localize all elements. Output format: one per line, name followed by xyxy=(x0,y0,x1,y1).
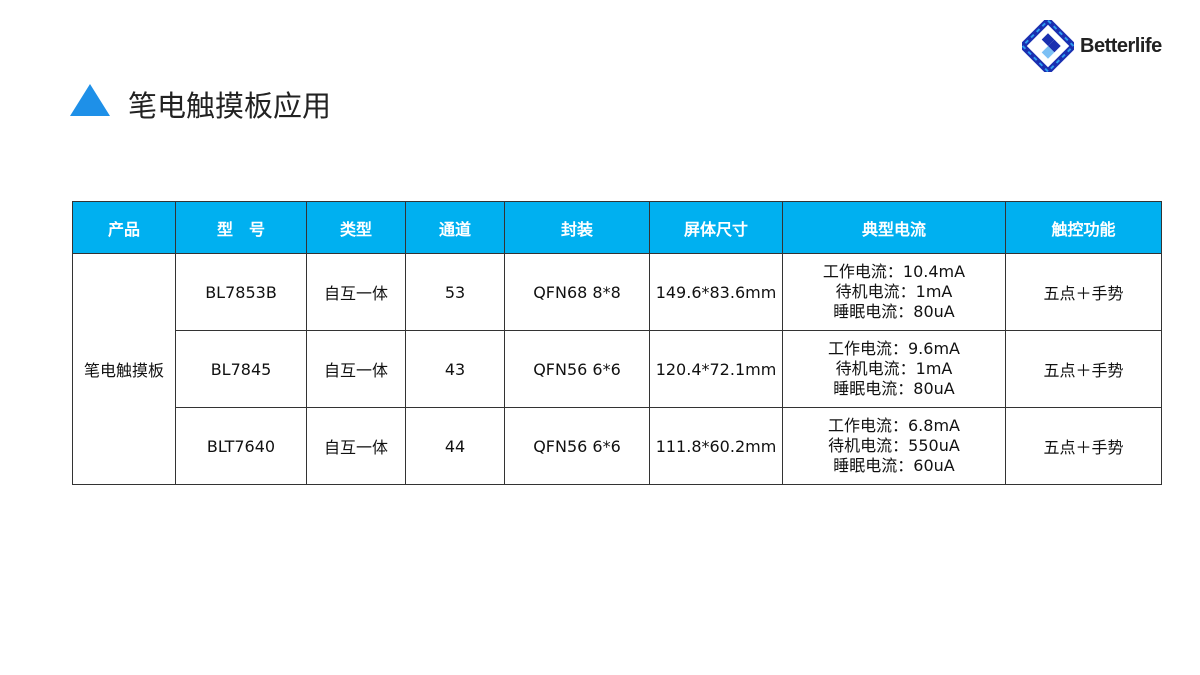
header-package: 封装 xyxy=(504,201,650,254)
page-title: 笔电触摸板应用 xyxy=(128,89,332,123)
sleep-current: 睡眠电流：60uA xyxy=(833,456,955,475)
product-cell: 笔电触摸板 xyxy=(72,253,176,485)
current-cell: 工作电流：9.6mA 待机电流：1mA 睡眠电流：80uA xyxy=(782,330,1006,408)
type-cell: 自互一体 xyxy=(306,253,406,331)
header-product: 产品 xyxy=(72,201,176,254)
size-cell: 111.8*60.2mm xyxy=(649,407,783,485)
current-cell: 工作电流：6.8mA 待机电流：550uA 睡眠电流：60uA xyxy=(782,407,1006,485)
channels-cell: 53 xyxy=(405,253,505,331)
logo-text: Betterlife xyxy=(1080,34,1162,57)
table-row: BLT7640 自互一体 44 QFN56 6*6 111.8*60.2mm 工… xyxy=(73,407,1162,485)
table-row: 笔电触摸板 BL7853B 自互一体 53 QFN68 8*8 149.6*83… xyxy=(72,253,1162,485)
header-type: 类型 xyxy=(306,201,406,254)
package-cell: QFN56 6*6 xyxy=(504,407,650,485)
sleep-current: 睡眠电流：80uA xyxy=(833,302,955,321)
model-cell: BLT7640 xyxy=(175,407,307,485)
product-table: 产品 型 号 类型 通道 封装 屏体尺寸 典型电流 触控功能 笔电触摸板 BL7… xyxy=(72,201,1162,485)
size-cell: 120.4*72.1mm xyxy=(649,330,783,408)
header-current: 典型电流 xyxy=(782,201,1006,254)
model-cell: BL7845 xyxy=(175,330,307,408)
header-channels: 通道 xyxy=(405,201,505,254)
type-cell: 自互一体 xyxy=(306,330,406,408)
working-current: 工作电流：6.8mA xyxy=(828,416,960,435)
function-cell: 五点＋手势 xyxy=(1005,330,1162,408)
type-cell: 自互一体 xyxy=(306,407,406,485)
function-cell: 五点＋手势 xyxy=(1005,253,1162,331)
package-cell: QFN68 8*8 xyxy=(504,253,650,331)
header-function: 触控功能 xyxy=(1005,201,1162,254)
working-current: 工作电流：10.4mA xyxy=(822,262,966,281)
function-cell: 五点＋手势 xyxy=(1005,407,1162,485)
channels-cell: 44 xyxy=(405,407,505,485)
working-current: 工作电流：9.6mA xyxy=(828,339,960,358)
current-cell: 工作电流：10.4mA 待机电流：1mA 睡眠电流：80uA xyxy=(782,253,1006,331)
package-cell: QFN56 6*6 xyxy=(504,330,650,408)
header-size: 屏体尺寸 xyxy=(649,201,783,254)
logo: Betterlife xyxy=(1022,20,1162,72)
model-cell: BL7853B xyxy=(175,253,307,331)
title-triangle-icon xyxy=(70,84,110,116)
table-header-row: 产品 型 号 类型 通道 封装 屏体尺寸 典型电流 触控功能 xyxy=(72,201,1162,254)
betterlife-logo-icon xyxy=(1022,20,1074,72)
channels-cell: 43 xyxy=(405,330,505,408)
sleep-current: 睡眠电流：80uA xyxy=(833,379,955,398)
table-row: BL7845 自互一体 43 QFN56 6*6 120.4*72.1mm 工作… xyxy=(73,330,1162,408)
standby-current: 待机电流：1mA xyxy=(835,359,953,378)
size-cell: 149.6*83.6mm xyxy=(649,253,783,331)
standby-current: 待机电流：550uA xyxy=(828,436,960,455)
standby-current: 待机电流：1mA xyxy=(835,282,953,301)
header-model: 型 号 xyxy=(175,201,307,254)
